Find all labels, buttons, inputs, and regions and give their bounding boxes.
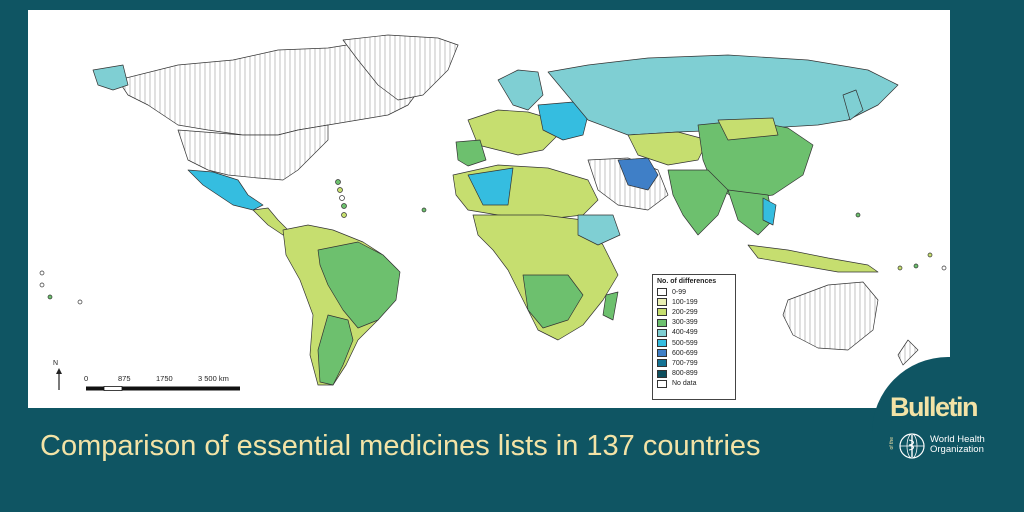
- scale-tick-label: 1750: [156, 374, 173, 383]
- island-marker: [339, 195, 345, 201]
- southeast-asia-region: [727, 189, 774, 236]
- madagascar-region: [602, 291, 619, 321]
- north-arrow-icon: [56, 368, 62, 390]
- island-marker: [337, 187, 343, 193]
- scale-bar: 0 875 1750 3 500 km: [84, 362, 284, 402]
- legend-label: 300-399: [672, 319, 698, 327]
- north-label: N: [53, 360, 59, 367]
- legend-swatch: [657, 298, 667, 307]
- legend-item: 0-99: [653, 287, 735, 297]
- island-marker: [335, 179, 341, 185]
- mexico-region: [187, 169, 264, 211]
- legend-swatch: [657, 288, 667, 297]
- legend-label: 700-799: [672, 359, 698, 367]
- legend-item: 400-499: [653, 328, 735, 338]
- western-europe-region: [467, 109, 559, 156]
- australia-region: [782, 281, 879, 351]
- legend-label: 200-299: [672, 308, 698, 316]
- world-map-panel: N 0 875 1750 3 500 km No. of differences…: [28, 10, 950, 408]
- island-marker: [39, 282, 45, 288]
- who-name-line1: World Health: [930, 434, 985, 445]
- island-marker: [897, 265, 903, 271]
- scale-bar-graphic: [86, 386, 240, 391]
- scale-tick-label: 3 500 km: [198, 374, 229, 383]
- new-zealand-region: [897, 339, 919, 366]
- legend-swatch: [657, 379, 667, 388]
- russia-region: [547, 54, 899, 136]
- alaska-region: [92, 64, 129, 91]
- legend-label: No data: [672, 380, 697, 388]
- legend-label: 100-199: [672, 298, 698, 306]
- bulletin-logo-text: Bulletin: [890, 392, 979, 422]
- legend-swatch: [657, 308, 667, 317]
- legend-swatch: [657, 359, 667, 368]
- legend-swatch: [657, 339, 667, 348]
- legend-label: 800-899: [672, 370, 698, 378]
- island-marker: [341, 203, 347, 209]
- scale-tick-label: 0: [84, 374, 89, 383]
- island-marker: [421, 207, 427, 213]
- legend-swatch: [657, 369, 667, 378]
- ethiopia-region: [577, 214, 621, 246]
- japan-region: [842, 89, 864, 121]
- island-marker: [47, 294, 53, 300]
- world-map: [39, 34, 947, 386]
- legend-swatch: [657, 349, 667, 358]
- island-marker: [941, 265, 947, 271]
- iran-region: [617, 157, 659, 191]
- legend-item: 500-599: [653, 338, 735, 348]
- who-name: World Health Organization: [930, 435, 985, 455]
- mongolia-region: [717, 117, 779, 141]
- scandinavia-region: [497, 69, 544, 111]
- vietnam-region: [762, 197, 777, 226]
- bulletin-logo-panel: [872, 357, 1024, 512]
- usa-region: [177, 124, 329, 181]
- island-marker: [927, 252, 933, 258]
- iberia-region: [455, 139, 487, 167]
- figure-caption: Comparison of essential medicines lists …: [40, 430, 761, 462]
- greenland-region: [342, 34, 459, 101]
- island-marker: [855, 212, 861, 218]
- india-region: [667, 169, 729, 236]
- island-marker: [77, 299, 83, 305]
- algeria-region: [467, 167, 514, 206]
- island-marker: [341, 212, 347, 218]
- island-marker: [39, 270, 45, 276]
- who-name-line2: Organization: [930, 444, 984, 455]
- legend-swatch: [657, 328, 667, 337]
- map-legend: No. of differences 0-99 100-199 200-299 …: [652, 274, 736, 400]
- who-emblem-icon: [899, 433, 925, 459]
- legend-label: 400-499: [672, 329, 698, 337]
- legend-item: 600-699: [653, 348, 735, 358]
- of-the-text: of the: [889, 437, 895, 450]
- north-africa-region: [452, 164, 599, 221]
- legend-label: 0-99: [672, 288, 687, 296]
- legend-item: No data: [653, 379, 735, 389]
- argentina-region: [317, 314, 354, 386]
- island-marker: [913, 263, 919, 269]
- scale-tick-label: 875: [118, 374, 131, 383]
- legend-item: 700-799: [653, 358, 735, 368]
- legend-items: 0-99 100-199 200-299 300-399 400-499 500…: [653, 287, 735, 389]
- legend-item: 300-399: [653, 318, 735, 328]
- legend-item: 100-199: [653, 297, 735, 307]
- legend-label: 500-599: [672, 339, 698, 347]
- indonesia-region: [747, 244, 879, 273]
- legend-label: 600-699: [672, 349, 698, 357]
- legend-item: 200-299: [653, 307, 735, 317]
- legend-title: No. of differences: [657, 278, 717, 285]
- southern-africa-region: [522, 274, 584, 329]
- central-asia-region: [627, 131, 709, 166]
- legend-swatch: [657, 318, 667, 327]
- brazil-region: [317, 241, 401, 329]
- legend-item: 800-899: [653, 369, 735, 379]
